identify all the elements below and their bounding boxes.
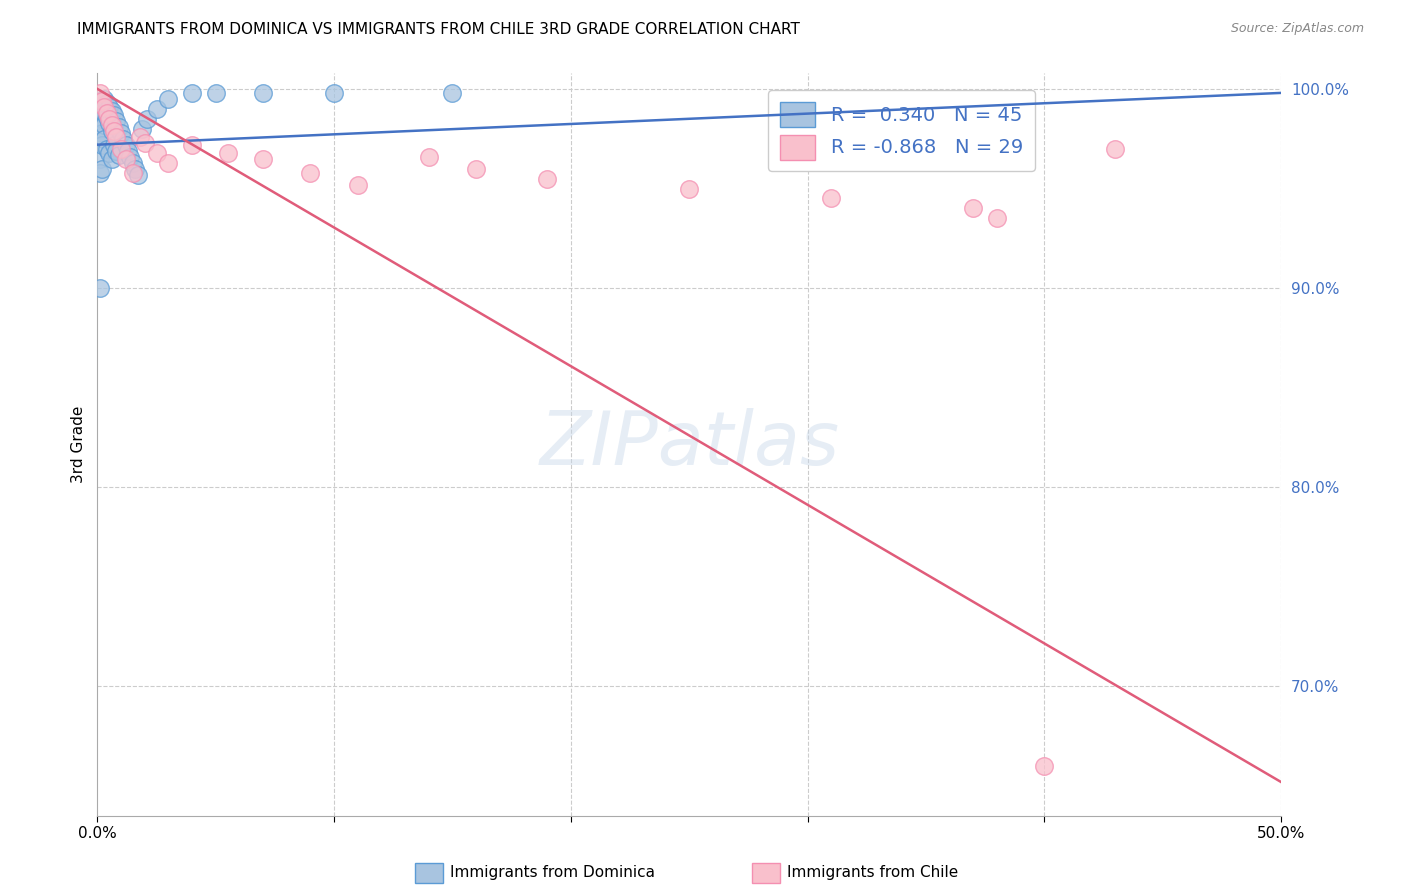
- Point: [110, 126, 132, 140]
- Point: [93, 92, 115, 106]
- Point: [91, 102, 114, 116]
- Point: [820, 191, 842, 205]
- Point: [89, 165, 111, 179]
- Point: [117, 144, 139, 158]
- Point: [204, 86, 226, 100]
- Point: [100, 118, 122, 132]
- Point: [100, 124, 122, 138]
- Point: [441, 86, 464, 100]
- Point: [105, 113, 128, 128]
- Point: [536, 171, 558, 186]
- Point: [100, 103, 122, 118]
- Point: [96, 95, 118, 110]
- Point: [89, 281, 111, 295]
- Point: [98, 116, 121, 130]
- Point: [91, 161, 114, 176]
- Point: [217, 145, 239, 160]
- Point: [112, 132, 135, 146]
- Point: [465, 161, 488, 176]
- Point: [91, 94, 114, 108]
- Point: [100, 152, 122, 166]
- Point: [134, 136, 156, 150]
- Point: [91, 126, 114, 140]
- Text: IMMIGRANTS FROM DOMINICA VS IMMIGRANTS FROM CHILE 3RD GRADE CORRELATION CHART: IMMIGRANTS FROM DOMINICA VS IMMIGRANTS F…: [77, 22, 800, 37]
- Point: [89, 86, 111, 100]
- Legend: R =  0.340   N = 45, R = -0.868   N = 29: R = 0.340 N = 45, R = -0.868 N = 29: [769, 90, 1035, 171]
- Text: Source: ZipAtlas.com: Source: ZipAtlas.com: [1230, 22, 1364, 36]
- Point: [986, 211, 1008, 226]
- Point: [418, 150, 440, 164]
- Point: [127, 168, 149, 182]
- Point: [181, 137, 204, 152]
- Point: [131, 121, 153, 136]
- Y-axis label: 3rd Grade: 3rd Grade: [72, 406, 86, 483]
- Point: [91, 137, 114, 152]
- Point: [110, 142, 132, 156]
- Point: [136, 112, 159, 126]
- Point: [89, 121, 111, 136]
- Point: [962, 202, 984, 216]
- Text: Immigrants from Dominica: Immigrants from Dominica: [450, 865, 655, 880]
- Point: [96, 110, 118, 124]
- Point: [678, 181, 700, 195]
- Point: [91, 112, 114, 126]
- Point: [129, 129, 152, 144]
- Point: [98, 112, 121, 126]
- Point: [120, 150, 142, 164]
- Point: [1104, 142, 1126, 156]
- Point: [105, 144, 128, 158]
- Point: [107, 147, 129, 161]
- Point: [93, 118, 115, 132]
- Point: [93, 100, 115, 114]
- Point: [121, 155, 143, 169]
- Point: [89, 152, 111, 166]
- Point: [157, 92, 180, 106]
- Text: Immigrants from Chile: Immigrants from Chile: [787, 865, 959, 880]
- Point: [346, 178, 368, 192]
- Point: [145, 145, 167, 160]
- Point: [121, 165, 143, 179]
- Point: [96, 105, 118, 120]
- Point: [124, 161, 146, 176]
- Point: [157, 155, 180, 169]
- Point: [252, 152, 274, 166]
- Point: [323, 86, 346, 100]
- Point: [93, 105, 115, 120]
- Point: [103, 108, 125, 122]
- Point: [93, 132, 115, 146]
- Point: [252, 86, 274, 100]
- Point: [103, 124, 125, 138]
- Point: [114, 137, 136, 152]
- Point: [145, 102, 167, 116]
- Point: [105, 129, 128, 144]
- Point: [1033, 759, 1056, 773]
- Point: [98, 145, 121, 160]
- Text: ZIPatlas: ZIPatlas: [538, 409, 839, 481]
- Point: [103, 137, 125, 152]
- Point: [107, 120, 129, 134]
- Point: [299, 165, 322, 179]
- Point: [114, 152, 136, 166]
- Point: [98, 100, 121, 114]
- Point: [181, 86, 204, 100]
- Point: [96, 142, 118, 156]
